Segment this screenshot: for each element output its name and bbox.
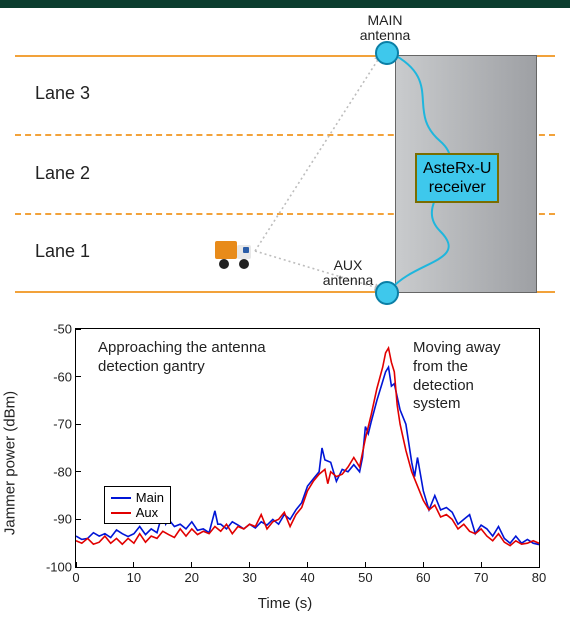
annotation-approach: Approaching the antennadetection gantry — [98, 339, 318, 377]
receiver-label: AsteRx-U receiver — [415, 153, 499, 203]
chart-legend: MainAux — [104, 486, 171, 524]
annotation-away: Moving awayfrom thedetectionsystem — [413, 339, 533, 414]
lane-1-label: Lane 1 — [35, 241, 90, 262]
chart-plot-area: Approaching the antennadetection gantry … — [75, 328, 540, 568]
receiver-label-line2: receiver — [429, 179, 486, 196]
truck-icon — [215, 235, 259, 269]
chart-xlabel: Time (s) — [258, 595, 312, 612]
legend-item-main: Main — [111, 490, 164, 505]
lane-3-label: Lane 3 — [35, 83, 90, 104]
jammer-power-chart: Jammer power (dBm) Approaching the anten… — [20, 318, 550, 608]
main-antenna-icon — [375, 41, 399, 65]
top-green-bar — [0, 0, 570, 8]
main-antenna-label: MAINantenna — [345, 13, 425, 44]
receiver-label-line1: AsteRx-U — [423, 160, 491, 177]
legend-item-aux: Aux — [111, 505, 164, 520]
lane-2-label: Lane 2 — [35, 163, 90, 184]
aux-antenna-icon — [375, 281, 399, 305]
chart-ylabel: Jammer power (dBm) — [2, 391, 19, 535]
lane-diagram: Lane 3 Lane 2 Lane 1 MAINantenna AUXante… — [15, 13, 555, 303]
aux-antenna-label: AUXantenna — [313, 258, 383, 289]
